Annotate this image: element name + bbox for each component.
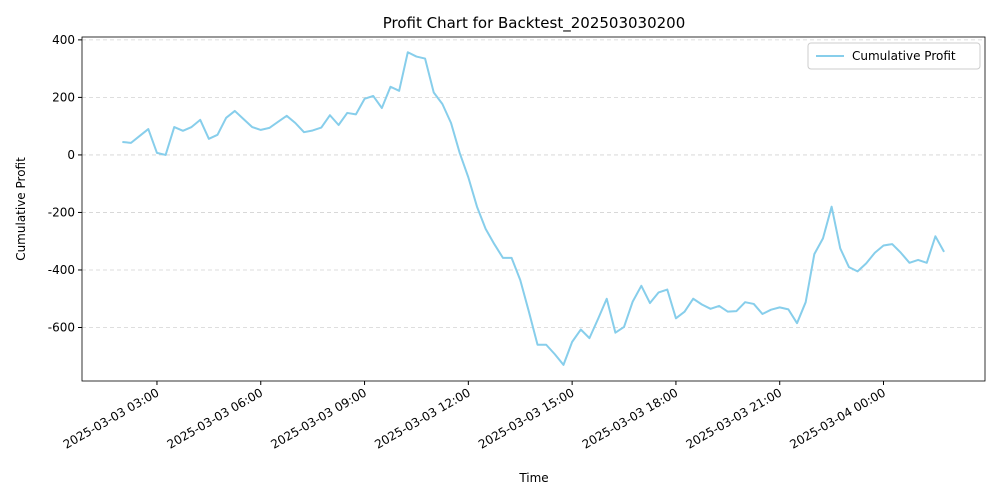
y-tick-label: -400	[48, 263, 75, 277]
y-tick-label: 200	[52, 90, 75, 104]
plot-frame	[81, 36, 986, 382]
x-axis-label: Time	[518, 471, 548, 485]
line-series	[122, 51, 945, 366]
legend-box	[807, 42, 981, 70]
y-axis-label: Cumulative Profit	[14, 157, 28, 261]
y-tick-label: -600	[48, 321, 75, 335]
chart-title: Profit Chart for Backtest_202503030200	[383, 14, 686, 33]
legend-label: Cumulative Profit	[852, 49, 956, 63]
y-tick-label: 400	[52, 33, 75, 47]
y-tick-label: -200	[48, 205, 75, 219]
y-tick-label: 0	[67, 148, 75, 162]
